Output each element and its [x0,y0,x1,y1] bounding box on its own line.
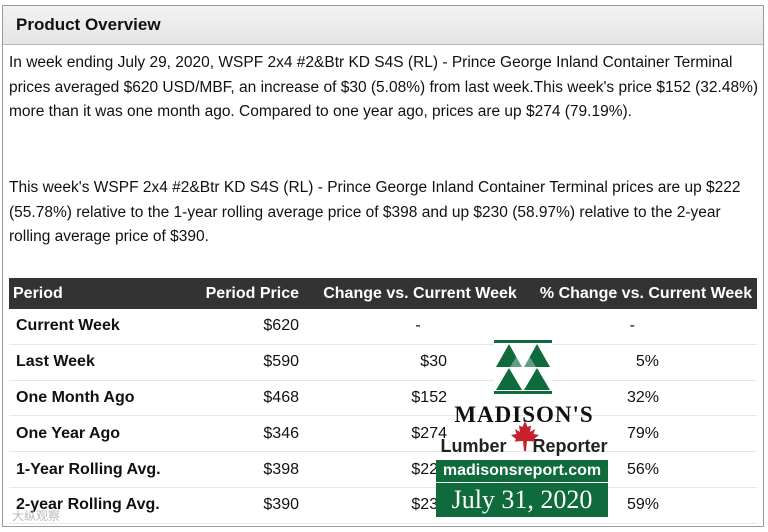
column-header-period: Period [13,284,63,302]
period-cell: 1-Year Rolling Avg. [16,460,161,478]
table-row: 2-year Rolling Avg. $390 $230 59% [9,487,757,524]
table-row: Current Week $620 - - [9,309,757,345]
logo-date: July 31, 2020 [436,483,608,517]
pct-change-cell: 59% [626,496,659,514]
price-cell: $620 [263,317,299,335]
period-cell: Last Week [16,353,95,371]
period-cell: One Year Ago [16,424,121,442]
table-row: 1-Year Rolling Avg. $398 $222 56% [9,452,757,488]
pct-change-cell: 5% [635,353,659,371]
logo-sub-right: Reporter [532,436,608,456]
price-cell: $590 [263,353,299,371]
logo-subtitle: Lumber Reporter [436,436,612,457]
logo-brand-name: MADISON'S [454,402,594,427]
change-cell: $274 [411,424,447,442]
price-cell: $398 [263,460,299,478]
period-cell: Current Week [16,317,120,335]
column-header-period-price: Period Price [205,284,299,302]
period-cell: 2-year Rolling Avg. [16,496,160,514]
period-cell: One Month Ago [16,388,135,406]
pct-change-cell: - [629,317,635,335]
column-header-change: Change vs. Current Week [323,284,517,302]
change-cell: $30 [420,353,447,371]
table-row: Last Week $590 $30 5% [9,344,757,381]
price-comparison-table: Period Period Price Change vs. Current W… [9,278,757,524]
logo-sub-left: Lumber [440,436,507,456]
watermark-text: 大纵观察 [12,509,61,523]
table-row: One Month Ago $468 $152 32% [9,380,757,416]
pct-change-cell: 56% [626,460,659,478]
column-header-pct-change: % Change vs. Current Week [539,284,753,302]
logo-url: madisonsreport.com [436,460,608,482]
table-header-row: Period Period Price Change vs. Current W… [9,278,757,309]
change-cell: $152 [411,388,447,406]
price-cell: $468 [263,388,299,406]
overview-paragraph-2: This week's WSPF 2x4 #2&Btr KD S4S (RL) … [9,179,741,245]
pct-change-cell: 79% [626,424,659,442]
madisons-mark-icon [494,340,552,394]
price-cell: $390 [263,496,299,514]
product-overview-panel: Product Overview [2,5,764,527]
pct-change-cell: 32% [626,388,659,406]
change-cell: - [415,317,421,335]
maple-leaf-icon [511,421,539,451]
panel-title: Product Overview [3,6,763,45]
overview-paragraph-1: In week ending July 29, 2020, WSPF 2x4 #… [9,54,759,120]
table-row: One Year Ago $346 $274 79% [9,416,757,452]
madisons-logo: MADISON'S Lumber Reporter madisonsreport.… [436,340,612,518]
price-cell: $346 [263,424,299,442]
